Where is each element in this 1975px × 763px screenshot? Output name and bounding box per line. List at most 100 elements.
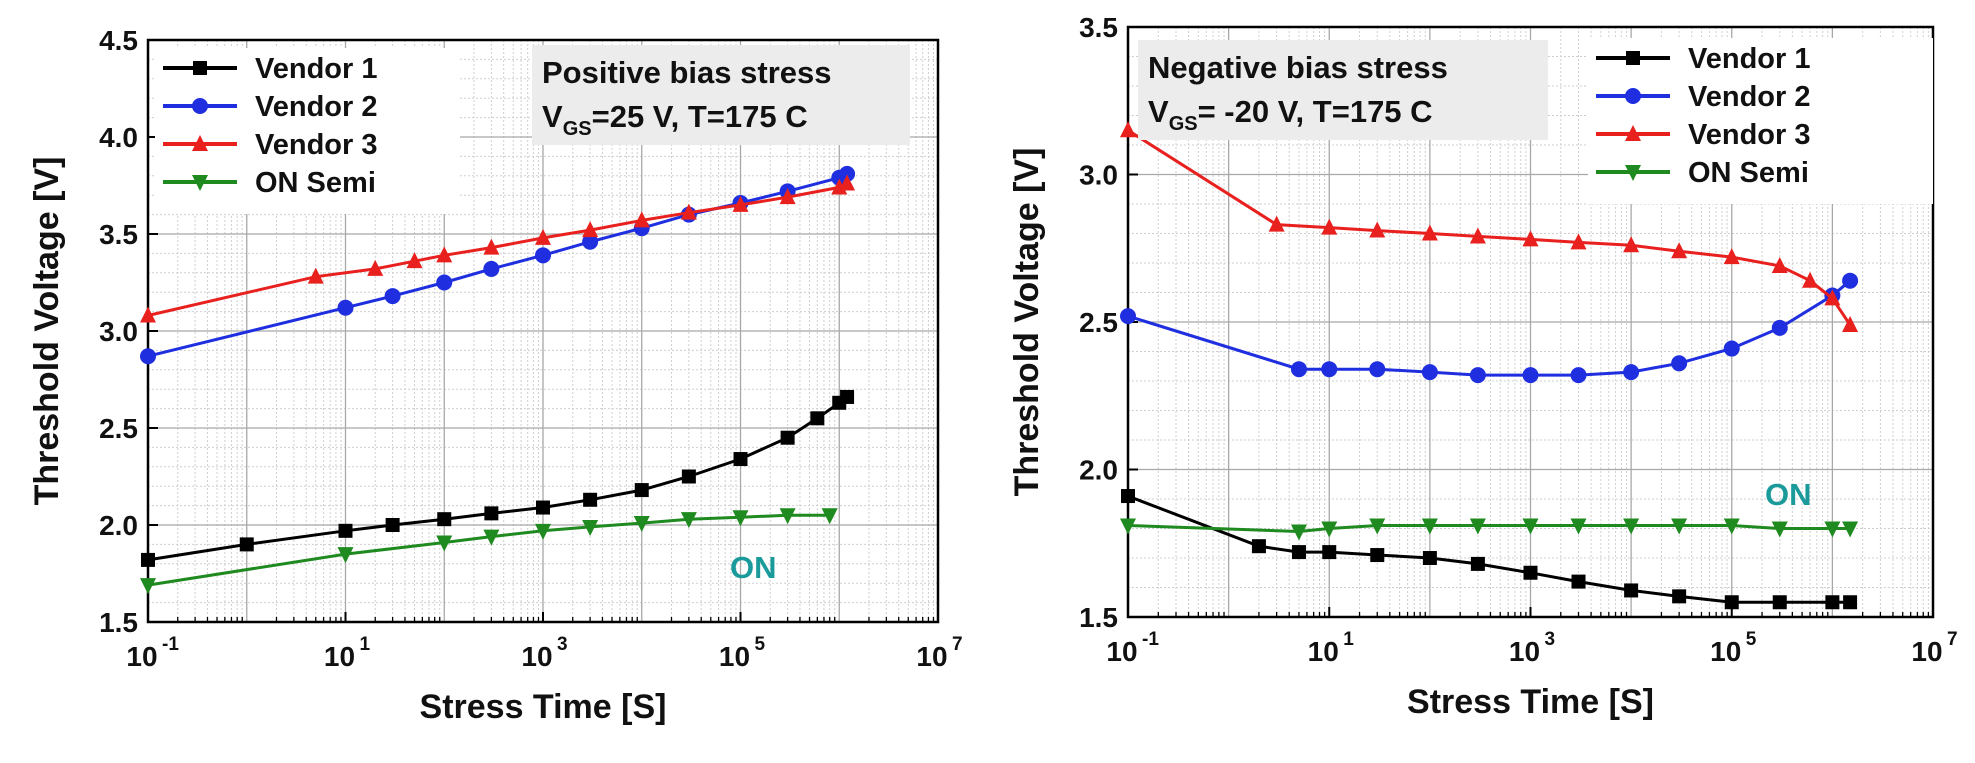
x-tick-label: 10	[1308, 636, 1339, 667]
legend-label: Vendor 1	[255, 53, 378, 85]
data-point	[582, 519, 599, 536]
data-point	[1322, 545, 1337, 560]
series-vendor-2	[1120, 272, 1859, 384]
data-point	[780, 430, 795, 445]
data-point	[839, 174, 856, 191]
x-tick-exponent: -1	[162, 634, 179, 655]
x-tick-exponent: 1	[1343, 629, 1354, 650]
x-tick-exponent: 3	[557, 634, 568, 655]
data-point	[1470, 556, 1485, 571]
data-point	[1268, 215, 1285, 232]
legend-swatch-marker	[192, 135, 208, 151]
series-vendor-1	[1121, 489, 1858, 610]
series-line	[147, 182, 848, 317]
data-point	[1570, 367, 1587, 384]
data-point	[1421, 224, 1438, 241]
data-point	[436, 246, 453, 263]
data-point	[1824, 521, 1841, 538]
legend-label: Vendor 2	[255, 91, 378, 123]
data-point	[1723, 340, 1740, 357]
data-point	[1421, 518, 1438, 535]
x-tick-exponent: 5	[755, 634, 766, 655]
data-point	[634, 483, 649, 498]
data-point	[483, 260, 500, 277]
y-tick-label: 3.5	[99, 219, 138, 250]
legend-background	[1588, 38, 1933, 204]
data-point	[779, 508, 796, 525]
data-point	[1421, 364, 1438, 381]
data-point	[140, 348, 156, 365]
data-point	[1291, 545, 1306, 560]
data-point	[633, 516, 650, 533]
data-point	[535, 228, 551, 245]
y-tick-label: 3.5	[1079, 12, 1118, 43]
data-point	[1321, 521, 1338, 538]
data-point	[1570, 518, 1587, 535]
data-point	[582, 233, 599, 250]
data-point	[140, 578, 156, 595]
x-tick-label: 10	[1106, 636, 1137, 667]
data-point	[367, 259, 384, 276]
data-point	[1120, 308, 1136, 325]
data-point	[483, 529, 500, 546]
data-point	[1522, 367, 1539, 384]
data-point	[732, 510, 749, 527]
x-tick-label: 10	[521, 641, 552, 672]
y-tick-label: 2.0	[1079, 455, 1118, 486]
annotation-background	[532, 45, 910, 145]
series-vendor-3	[140, 174, 856, 323]
legend-label: ON Semi	[1688, 157, 1809, 189]
annotation-line-2: VGS=25 V, T=175 C	[542, 99, 808, 140]
legend-swatch-marker	[192, 175, 208, 191]
legend-label: Vendor 1	[1688, 43, 1811, 75]
legend-swatch-marker	[1625, 125, 1641, 141]
data-point	[1672, 589, 1687, 604]
data-point	[1842, 521, 1859, 538]
y-tick-label: 2.5	[99, 413, 138, 444]
data-point	[1671, 242, 1688, 259]
series-line	[1127, 494, 1851, 604]
x-tick-label: 10	[916, 641, 947, 672]
data-point	[1469, 367, 1486, 384]
series-line	[1127, 524, 1851, 534]
data-point	[681, 469, 696, 484]
data-point	[1825, 595, 1840, 610]
annotation-line-1: Positive bias stress	[542, 55, 832, 90]
legend-label: Vendor 2	[1688, 81, 1811, 113]
data-point	[536, 500, 550, 515]
y-tick-label: 3.0	[1079, 160, 1118, 191]
y-tick-label: 3.0	[99, 316, 138, 347]
data-point	[582, 221, 599, 238]
data-point	[141, 552, 155, 567]
series-line	[1127, 279, 1852, 377]
legend-background	[155, 48, 460, 214]
data-point	[1251, 539, 1266, 554]
data-point	[839, 165, 856, 182]
data-point	[1771, 521, 1788, 538]
data-point	[680, 512, 697, 529]
data-point	[1624, 583, 1639, 598]
data-point	[810, 411, 825, 426]
annotation-line-2: VGS= -20 V, T=175 C	[1148, 94, 1433, 135]
data-point	[1772, 595, 1787, 610]
data-point	[1771, 319, 1788, 336]
y-tick-label: 1.5	[1079, 602, 1118, 633]
legend-swatch-marker	[1625, 88, 1641, 104]
data-point	[1120, 121, 1136, 138]
annotation-background	[1138, 40, 1548, 140]
data-point	[1571, 574, 1586, 589]
data-point	[680, 203, 697, 220]
x-tick-label: 10	[1710, 636, 1741, 667]
data-point	[436, 535, 453, 552]
x-tick-label: 10	[324, 641, 355, 672]
data-point	[1842, 315, 1859, 332]
series-vendor-3	[1120, 121, 1859, 332]
data-point	[1724, 595, 1739, 610]
data-point	[633, 211, 650, 228]
data-point	[1469, 227, 1486, 244]
legend-label: Vendor 3	[255, 129, 378, 161]
data-point	[1522, 230, 1539, 247]
data-point	[1469, 518, 1486, 535]
